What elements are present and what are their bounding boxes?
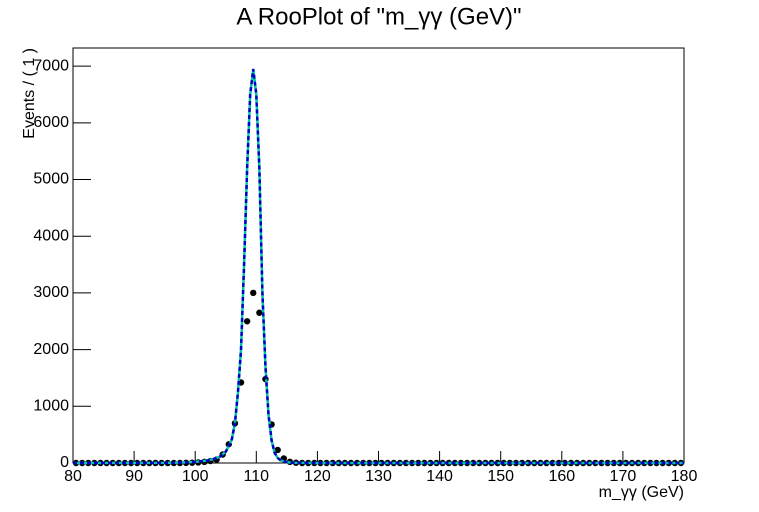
x-tick-label: 160 [548, 468, 575, 485]
y-tick-label: 7000 [33, 57, 69, 74]
y-tick-label: 2000 [33, 341, 69, 358]
x-tick-label: 140 [426, 468, 453, 485]
y-tick-label: 0 [60, 454, 69, 471]
y-tick-label: 1000 [33, 398, 69, 415]
x-tick-label: 120 [304, 468, 331, 485]
data-point [250, 289, 257, 297]
y-tick-label: 4000 [33, 227, 69, 244]
x-tick-label: 170 [610, 468, 637, 485]
x-tick-label: 80 [64, 468, 82, 485]
plot-frame [72, 47, 685, 464]
y-tick-label: 6000 [33, 114, 69, 131]
x-tick-label: 150 [487, 468, 514, 485]
y-axis-label: Events / ( 1 ) [21, 48, 38, 139]
data-point [256, 309, 263, 316]
y-tick-label: 3000 [33, 284, 69, 301]
x-tick-label: 100 [182, 468, 209, 485]
data-point [274, 446, 281, 454]
x-axis-label: m_γγ (GeV) [599, 484, 684, 501]
chart-title: A RooPlot of "m_γγ (GeV)" [236, 3, 521, 30]
x-tick-label: 130 [365, 468, 392, 485]
y-tick-label: 5000 [33, 171, 69, 188]
fit-curve [72, 68, 684, 465]
data-point [243, 318, 251, 325]
x-tick-label: 90 [125, 468, 143, 485]
fit-curve [72, 68, 684, 465]
x-tick-label: 180 [671, 468, 698, 485]
x-tick-label: 110 [244, 468, 270, 485]
